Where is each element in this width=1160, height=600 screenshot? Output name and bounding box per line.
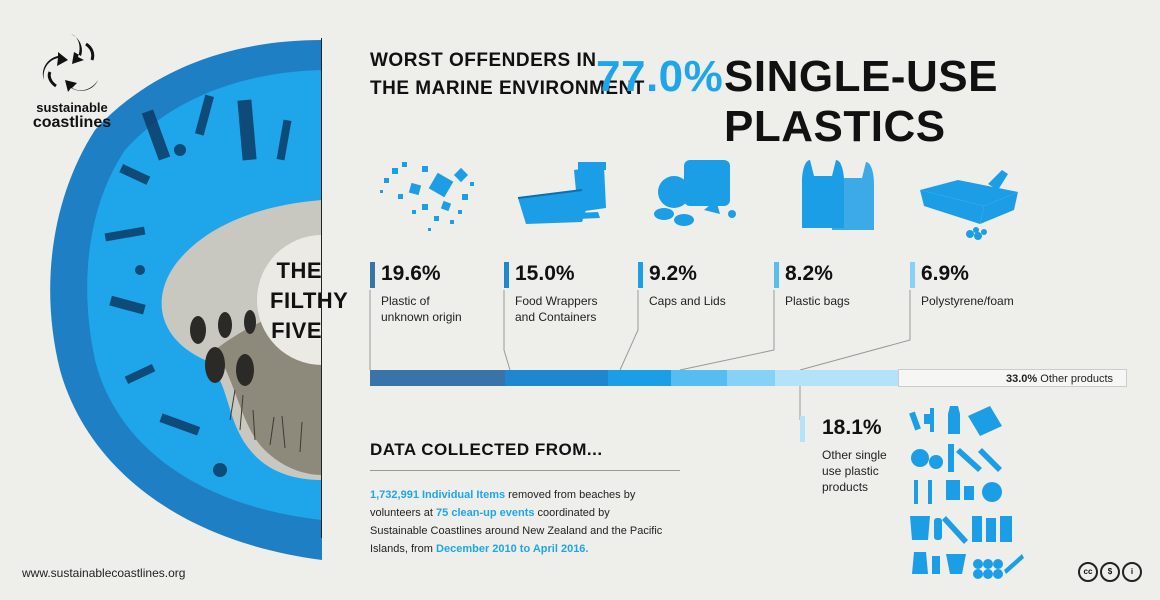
fragments-icon: [380, 162, 474, 231]
category-percent-caps: 9.2%: [649, 262, 697, 285]
stacked-percentage-bar: [370, 369, 1127, 387]
items-count: 1,732,991 Individual Items: [370, 489, 506, 501]
events-count: 75 clean-up events: [436, 507, 535, 519]
category-label-food-2: and Containers: [515, 310, 597, 324]
bar-segment: [774, 370, 900, 386]
bar-segment: [898, 369, 1127, 387]
logo-text-line2: coastlines: [32, 114, 112, 131]
category-color-mark: [774, 262, 779, 288]
attribution-icon[interactable]: i: [1122, 562, 1142, 582]
data-text-2: coordinated by Sustainable Coastlines ar…: [370, 507, 663, 555]
category-label-caps: Caps and Lids: [649, 294, 726, 308]
category-label-food-1: Food Wrappers: [515, 294, 598, 308]
other-products-label: 33.0% Other products: [1006, 373, 1113, 385]
filthy-five-line2: FILTHY: [270, 288, 349, 313]
other-single-use-line1: Other single: [822, 448, 887, 462]
category-label-unknown-1: Plastic of: [381, 294, 430, 308]
category-percent-bags: 8.2%: [785, 262, 833, 285]
category-color-mark: [370, 262, 375, 288]
caps-icon: [654, 160, 736, 226]
bar-segment: [504, 370, 608, 386]
bar-segment: [370, 370, 505, 386]
category-percent-unknown: 19.6%: [381, 262, 441, 285]
other-single-use-percent: 18.1%: [822, 416, 882, 439]
header-title: SINGLE-USE PLASTICS: [724, 52, 998, 151]
bar-segment: [727, 370, 775, 386]
website-link[interactable]: www.sustainablecoastlines.org: [22, 566, 186, 580]
other-single-use-line3: products: [822, 480, 869, 494]
foam-icon: [920, 170, 1018, 240]
category-color-mark: [504, 262, 509, 288]
leader-lines: [369, 290, 911, 420]
other-single-use-line2: use plastic: [822, 464, 879, 478]
bags-icon: [802, 160, 874, 230]
other-products-text: Other products: [1040, 373, 1114, 385]
non-commercial-icon[interactable]: $: [1100, 562, 1120, 582]
category-color-mark: [800, 416, 805, 442]
data-text-1: removed from beaches by volunteers at: [370, 489, 636, 519]
bar-segment: [607, 370, 671, 386]
beach-cleanup-artwork: [50, 40, 322, 560]
category-label-foam: Polystyrene/foam: [921, 294, 1014, 308]
data-section-title: DATA COLLECTED FROM...: [370, 440, 603, 459]
sustainable-coastlines-logo[interactable]: sustainable coastlines: [22, 30, 122, 131]
category-color-mark: [638, 262, 643, 288]
data-section-rule: [370, 470, 680, 471]
header-subtitle-line1: WORST OFFENDERS IN: [370, 50, 597, 71]
category-label-unknown-2: unknown origin: [381, 310, 462, 324]
food-container-icon: [517, 162, 606, 224]
bar-segment: [671, 370, 728, 386]
misc-plastic-products-icon: [909, 406, 1024, 579]
logo-text-line1: sustainable: [36, 100, 108, 115]
category-percent-foam: 6.9%: [921, 262, 969, 285]
filthy-five-line3: FIVE: [271, 318, 322, 343]
category-color-mark: [910, 262, 915, 288]
header-percent: 77.0%: [596, 52, 724, 101]
divider-line: [321, 38, 322, 538]
category-percent-food: 15.0%: [515, 262, 575, 285]
header-subtitle-line2: THE MARINE ENVIRONMENT: [370, 78, 645, 99]
category-label-bags: Plastic bags: [785, 294, 850, 308]
filthy-five-line1: THE: [276, 258, 322, 283]
other-products-percent: 33.0%: [1006, 373, 1038, 385]
data-section-text: 1,732,991 Individual Items removed from …: [370, 486, 670, 558]
creative-commons-icon[interactable]: cc: [1078, 562, 1098, 582]
date-range: December 2010 to April 2016.: [436, 543, 589, 555]
recycle-logo-icon: [42, 34, 98, 92]
